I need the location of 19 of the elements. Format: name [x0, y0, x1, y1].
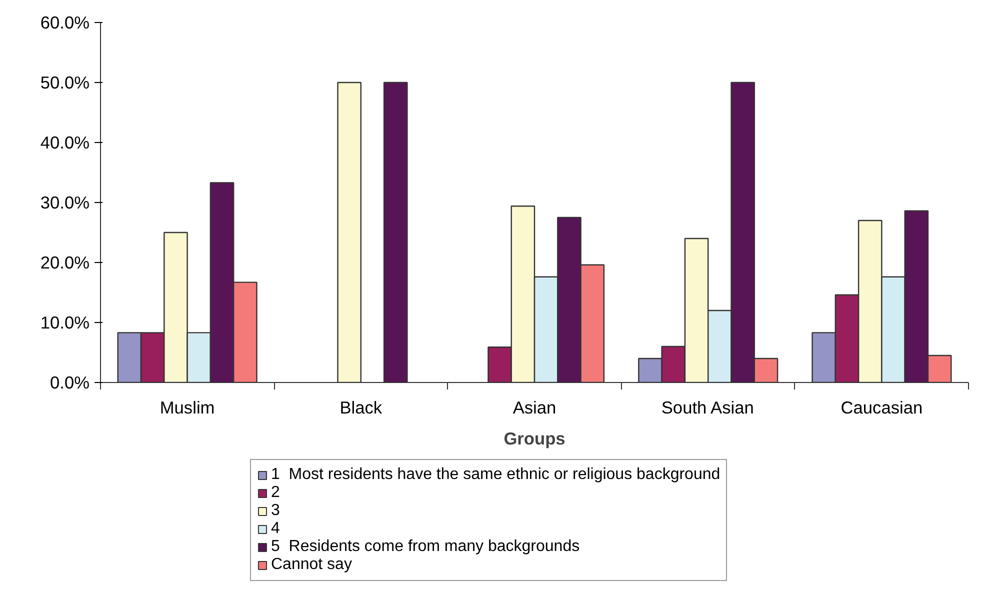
- x-axis-title: Groups: [504, 428, 566, 448]
- y-tick-label: 40.0%: [40, 132, 90, 152]
- legend-label: 1 Most residents have the same ethnic or religious background: [271, 466, 720, 484]
- y-tick-label: 50.0%: [40, 72, 90, 92]
- x-tick-label: South Asian: [661, 398, 754, 418]
- y-tick-label: 0.0%: [50, 372, 90, 392]
- y-tick-label: 20.0%: [40, 252, 90, 272]
- x-tick-label: Muslim: [160, 398, 215, 418]
- y-tick-label: 10.0%: [40, 312, 90, 332]
- x-tick-label: Asian: [512, 398, 556, 418]
- legend-label: 3: [271, 502, 281, 520]
- legend-label: Cannot say: [271, 556, 352, 574]
- x-tick-label: Black: [340, 398, 382, 418]
- legend-label: 2: [271, 484, 281, 502]
- legend-label: 5 Residents come from many backgrounds: [271, 538, 580, 556]
- x-tick-label: Caucasian: [840, 398, 923, 418]
- y-tick-label: 60.0%: [40, 12, 90, 32]
- legend-label: 4: [271, 520, 281, 538]
- y-tick-label: 30.0%: [40, 192, 90, 212]
